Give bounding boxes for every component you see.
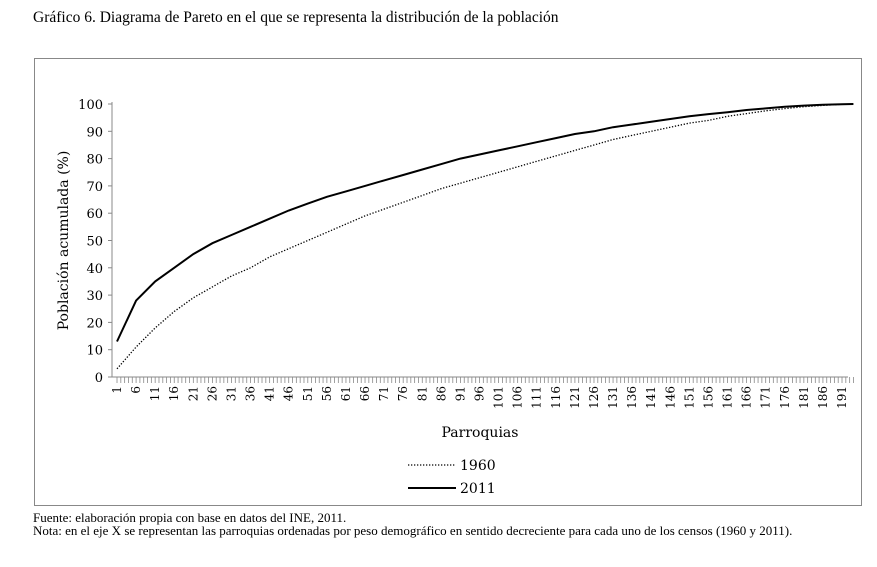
series-line-1960 <box>116 103 854 370</box>
x-tick-label: 76 <box>396 386 410 401</box>
legend-label-1960: 1960 <box>460 458 496 474</box>
y-tick-label: 30 <box>86 289 103 304</box>
x-tick-label: 121 <box>568 386 582 409</box>
x-tick-label: 151 <box>682 386 696 409</box>
x-tick-label: 171 <box>759 386 773 409</box>
x-tick-label: 66 <box>358 386 372 401</box>
chart-frame <box>34 58 862 506</box>
x-tick-label: 61 <box>339 386 353 401</box>
x-tick-label: 136 <box>625 386 639 409</box>
x-axis-label: Parroquias <box>442 425 519 441</box>
x-tick-label: 16 <box>167 386 181 401</box>
x-tick-label: 31 <box>224 386 238 401</box>
x-tick-label: 186 <box>816 386 830 409</box>
x-tick-label: 111 <box>530 386 544 409</box>
y-tick-label: 50 <box>86 235 103 250</box>
y-tick-label: 40 <box>86 262 103 277</box>
x-tick-label: 161 <box>721 386 735 409</box>
x-tick-label: 181 <box>797 386 811 409</box>
x-tick-label: 81 <box>415 386 429 401</box>
x-tick-label: 71 <box>377 386 391 401</box>
x-tick-label: 191 <box>835 386 849 409</box>
x-tick-label: 96 <box>473 386 487 401</box>
x-tick-label: 141 <box>644 386 658 409</box>
x-tick-label: 146 <box>663 386 677 409</box>
legend-label-2011: 2011 <box>460 481 496 497</box>
x-tick-label: 126 <box>587 386 601 409</box>
y-tick-label: 80 <box>86 153 103 168</box>
x-tick-label: 131 <box>606 386 620 409</box>
x-tick-label: 46 <box>282 386 296 401</box>
series-line-2011 <box>116 103 854 342</box>
source-note: Fuente: elaboración propia con base en d… <box>33 510 347 525</box>
y-tick-label: 0 <box>95 371 103 386</box>
x-tick-label: 41 <box>263 386 277 401</box>
x-tick-label: 86 <box>434 386 448 401</box>
x-tick-label: 1 <box>110 386 124 394</box>
axis-note: Nota: en el eje X se representan las par… <box>33 523 793 538</box>
y-tick-label: 70 <box>86 180 103 195</box>
x-tick-label: 106 <box>511 386 525 409</box>
x-tick-label: 156 <box>701 386 715 409</box>
x-tick-label: 36 <box>244 386 258 401</box>
x-tick-label: 51 <box>301 386 315 401</box>
y-tick-label: 100 <box>78 98 103 113</box>
x-tick-label: 56 <box>320 386 334 401</box>
x-tick-label: 21 <box>186 386 200 401</box>
y-tick-label: 90 <box>86 125 103 140</box>
x-tick-label: 91 <box>453 386 467 401</box>
x-tick-label: 176 <box>778 386 792 409</box>
x-tick-label: 6 <box>129 386 143 394</box>
y-axis-label: Población acumulada (%) <box>56 151 72 331</box>
x-tick-label: 101 <box>492 386 506 409</box>
x-tick-label: 26 <box>205 386 219 401</box>
y-tick-label: 60 <box>86 207 103 222</box>
x-tick-label: 116 <box>549 386 563 409</box>
y-tick-label: 20 <box>86 316 103 331</box>
x-tick-label: 11 <box>148 386 162 401</box>
x-tick-label: 166 <box>740 386 754 409</box>
figure-title: Gráfico 6. Diagrama de Pareto en el que … <box>33 9 559 26</box>
y-tick-label: 10 <box>86 344 103 359</box>
